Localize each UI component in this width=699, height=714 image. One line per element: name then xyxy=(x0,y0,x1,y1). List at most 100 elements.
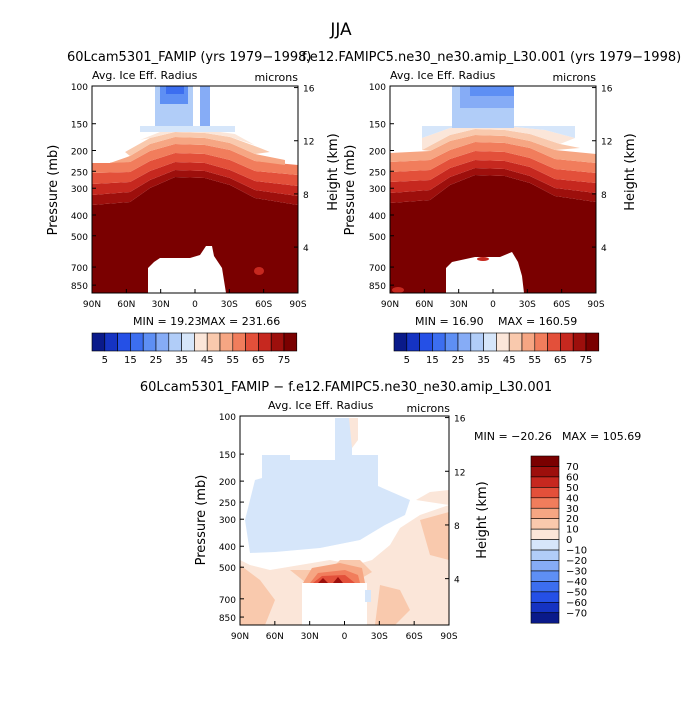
max-label: MAX = 105.69 xyxy=(562,430,641,443)
shade-band xyxy=(245,418,410,553)
colorbar-cell xyxy=(457,332,472,352)
y-tick-label: 200 xyxy=(219,478,236,488)
y-tick-label: 200 xyxy=(369,147,386,157)
colorbar-cell xyxy=(258,332,272,352)
colorbar-label: 65 xyxy=(252,355,265,366)
missing-region xyxy=(514,86,596,154)
y-tick-label: 300 xyxy=(219,516,236,526)
missing-region xyxy=(446,252,524,293)
y-tick-label: 100 xyxy=(219,413,236,423)
shade-band xyxy=(422,126,575,138)
colorbar-cell xyxy=(406,332,420,352)
colorbar-cell xyxy=(585,332,600,352)
contour-field xyxy=(390,86,596,293)
x-tick-label: 30N xyxy=(301,632,319,642)
y-axis-label: Pressure (mb) xyxy=(194,475,209,566)
colorbar-label: 20 xyxy=(566,514,579,525)
colorbar-label: 5 xyxy=(404,355,410,366)
shade-band xyxy=(416,490,449,505)
right-tick-label: 8 xyxy=(601,191,607,201)
y-tick-label: 400 xyxy=(219,543,236,553)
colorbar-cell xyxy=(142,332,157,352)
x-tick-label: 60S xyxy=(553,300,570,310)
colorbar-cell xyxy=(470,332,484,352)
colorbar-cell xyxy=(530,612,560,624)
y-tick-label: 500 xyxy=(369,233,386,243)
shade-band xyxy=(140,126,235,132)
colorbar-cell xyxy=(530,476,560,488)
right-tick-label: 16 xyxy=(303,85,315,95)
shade-band xyxy=(422,129,580,151)
colorbar-cell xyxy=(219,332,234,352)
missing-region xyxy=(302,583,367,625)
missing-region xyxy=(390,86,452,153)
shade-band xyxy=(110,137,285,165)
x-tick-label: 90S xyxy=(440,632,457,642)
right-tick-label: 8 xyxy=(454,522,460,532)
missing-region xyxy=(193,86,200,126)
shade-band xyxy=(390,142,596,173)
right-axis-label: Height (km) xyxy=(326,133,341,210)
colorbar-cell xyxy=(530,601,560,614)
panel-title: f.e12.FAMIPC5.ne30_ne30.amip_L30.001 (yr… xyxy=(302,50,681,65)
colorbar-cell xyxy=(530,581,560,593)
colorbar-cell xyxy=(117,332,131,352)
colorbar-label: 70 xyxy=(566,462,579,473)
x-tick-label: 90N xyxy=(231,632,249,642)
y-tick-label: 100 xyxy=(369,83,386,93)
variable-label: Avg. Ice Eff. Radius xyxy=(268,399,374,412)
shade-band xyxy=(390,160,596,193)
colorbar-label: −10 xyxy=(566,546,587,557)
colorbar-label: 10 xyxy=(566,525,579,536)
shade-band xyxy=(365,590,371,602)
colorbar-cell xyxy=(530,507,560,519)
x-tick-label: 60S xyxy=(255,300,272,310)
colorbar-cell xyxy=(168,332,182,352)
colorbar-label: 30 xyxy=(566,504,579,515)
colorbar-cell xyxy=(560,332,574,352)
y-tick-label: 250 xyxy=(369,168,386,178)
colorbar-label: −60 xyxy=(566,598,587,609)
x-tick-label: 30S xyxy=(519,300,536,310)
right-tick-label: 4 xyxy=(303,244,309,254)
y-axis-label: Pressure (mb) xyxy=(343,145,358,236)
colorbar-cell xyxy=(572,332,587,352)
y-tick-label: 250 xyxy=(219,499,236,509)
colorbar-label: 50 xyxy=(566,483,579,494)
x-tick-label: 30N xyxy=(152,300,170,310)
shade-band xyxy=(420,512,449,560)
colorbar-cell xyxy=(432,332,446,352)
colorbar-cell xyxy=(130,332,144,352)
colorbar-label: 55 xyxy=(226,355,239,366)
missing-region xyxy=(148,246,226,293)
y-tick-label: 850 xyxy=(369,282,386,292)
right-tick-label: 16 xyxy=(601,85,613,95)
x-tick-label: 90S xyxy=(587,300,604,310)
colorbar-cell xyxy=(483,332,497,352)
y-tick-label: 850 xyxy=(71,282,88,292)
x-tick-label: 0 xyxy=(490,300,496,310)
variable-label: Avg. Ice Eff. Radius xyxy=(92,69,198,82)
colorbar-cell xyxy=(496,332,510,352)
colorbar-cell xyxy=(444,332,459,352)
colorbar-cell xyxy=(547,332,561,352)
shade-band xyxy=(390,168,596,203)
x-tick-label: 30S xyxy=(371,632,388,642)
shade-band xyxy=(392,287,404,293)
y-tick-label: 700 xyxy=(369,264,386,274)
colorbar-label: −20 xyxy=(566,556,587,567)
shade-band xyxy=(422,126,575,150)
colorbar-cell xyxy=(91,332,106,352)
colorbar-label: 55 xyxy=(528,355,541,366)
shade-band xyxy=(125,132,270,156)
colorbar-cell xyxy=(530,560,560,572)
x-tick-label: 60S xyxy=(406,632,423,642)
min-label: MIN = 16.90 xyxy=(415,315,484,328)
x-tick-label: 0 xyxy=(192,300,198,310)
colorbar-label: 15 xyxy=(124,355,137,366)
x-tick-label: 30S xyxy=(221,300,238,310)
shade-band xyxy=(166,86,184,94)
colorbar-cell xyxy=(530,455,560,467)
min-label: MIN = 19.23 xyxy=(133,315,202,328)
y-tick-label: 400 xyxy=(71,212,88,222)
